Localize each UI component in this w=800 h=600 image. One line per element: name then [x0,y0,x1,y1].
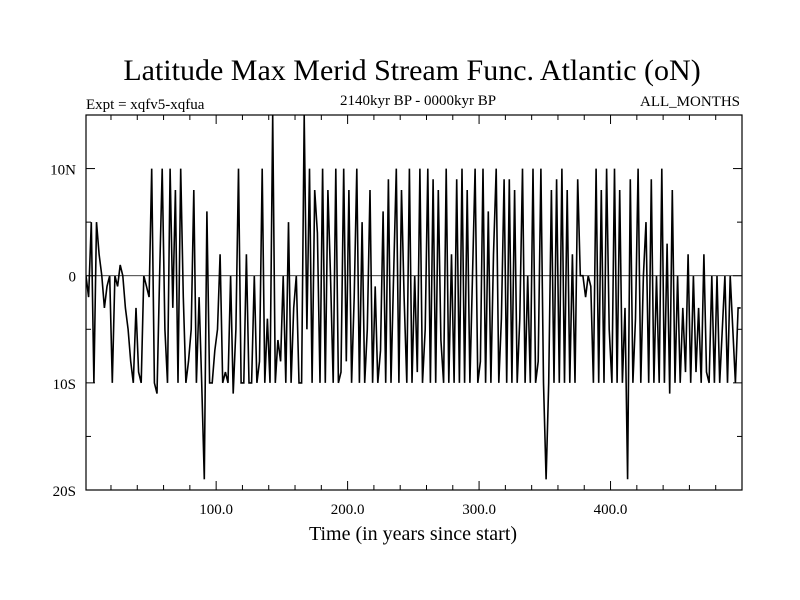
series-line-latitude [86,115,741,480]
y-tick-label: 20S [53,484,76,500]
period-label: 2140kyr BP - 0000kyr BP [340,93,496,109]
plot-frame [85,114,743,491]
experiment-label: Expt = xqfv5-xqfua [86,97,205,113]
x-tick-label: 300.0 [462,502,496,518]
y-tick-label: 10S [53,377,76,393]
x-tick-label: 200.0 [331,502,365,518]
y-tick-label: 10N [50,163,76,179]
chart-title: Latitude Max Merid Stream Func. Atlantic… [123,54,700,87]
x-tick-label: 400.0 [594,502,628,518]
y-tick-label: 0 [69,270,77,286]
x-tick-label: 100.0 [199,502,233,518]
x-axis-label: Time (in years since start) [309,523,517,545]
tick-labels: 100.0 200.0 300.0 400.0 20S 10S 0 10N [50,163,627,518]
months-label: ALL_MONTHS [640,94,740,110]
